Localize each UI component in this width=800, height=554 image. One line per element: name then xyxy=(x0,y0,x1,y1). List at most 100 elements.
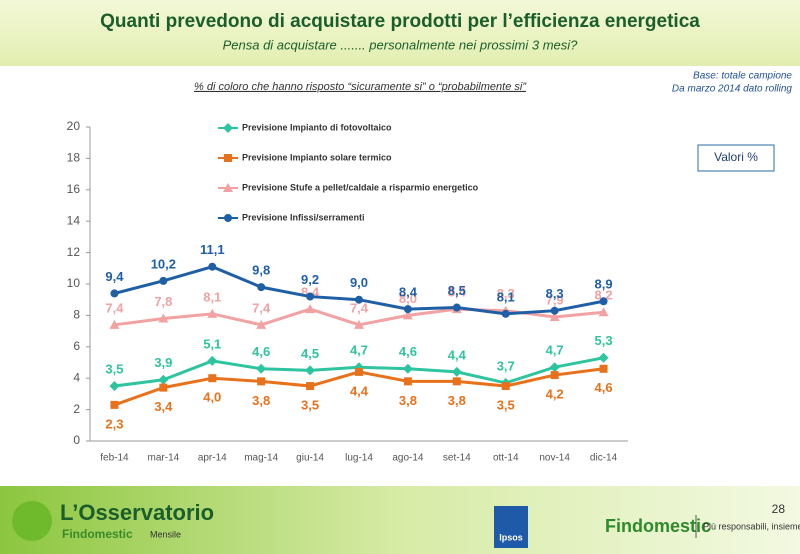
footer-band xyxy=(0,486,800,554)
marker xyxy=(549,311,560,321)
y-tick-label: 12 xyxy=(67,245,81,259)
marker xyxy=(158,374,169,385)
value-label: 4,6 xyxy=(595,380,613,395)
brand-sub: Findomestic xyxy=(62,527,133,541)
value-label: 8,2 xyxy=(595,288,613,303)
y-tick-label: 0 xyxy=(73,433,80,447)
marker xyxy=(355,367,363,376)
value-label: 9,4 xyxy=(105,269,124,284)
value-label: 3,4 xyxy=(154,399,173,414)
marker xyxy=(305,365,316,376)
y-tick-label: 4 xyxy=(73,370,80,384)
claim: Più responsabili, insieme xyxy=(703,521,800,531)
marker xyxy=(402,310,413,320)
mascot-icon xyxy=(12,501,52,541)
marker xyxy=(599,297,608,306)
value-label: 7,4 xyxy=(105,300,124,315)
value-label: 7,9 xyxy=(546,292,564,307)
x-tick-label: ago-14 xyxy=(392,453,424,464)
marker xyxy=(109,319,120,329)
value-label: 3,8 xyxy=(252,393,270,408)
marker xyxy=(550,371,559,380)
marker xyxy=(305,304,316,314)
value-label: 8,0 xyxy=(399,291,417,306)
value-label: 3,5 xyxy=(497,397,515,412)
x-tick-label: mar-14 xyxy=(148,453,180,464)
y-tick-label: 6 xyxy=(73,339,80,353)
value-label: 3,7 xyxy=(497,358,515,373)
value-label: 4,5 xyxy=(301,346,319,361)
marker xyxy=(207,355,218,366)
legend-label: Previsione Impianto di fotovoltaico xyxy=(242,122,392,132)
header-band xyxy=(0,0,800,66)
value-label: 3,8 xyxy=(399,393,417,408)
value-label: 8,3 xyxy=(497,286,515,301)
marker xyxy=(207,308,218,318)
y-tick-label: 18 xyxy=(67,151,81,165)
legend-marker xyxy=(223,183,233,192)
value-label: 7,8 xyxy=(154,294,172,309)
frequency: Mensile xyxy=(150,529,181,539)
marker xyxy=(402,363,413,374)
marker xyxy=(159,383,168,392)
y-tick-label: 10 xyxy=(67,276,81,290)
rolling-note: Da marzo 2014 dato rolling xyxy=(672,84,793,95)
x-tick-label: nov-14 xyxy=(539,453,570,464)
value-label: 8,9 xyxy=(595,277,613,292)
marker xyxy=(598,352,609,363)
marker xyxy=(549,362,560,373)
y-tick-label: 2 xyxy=(73,402,80,416)
legend-label: Previsione Stufe a pellet/caldaie a risp… xyxy=(242,182,479,192)
value-label: 5,1 xyxy=(203,336,221,351)
page-number: 28 xyxy=(772,502,786,516)
ipsos-label: Ipsos xyxy=(499,532,523,542)
value-label: 8,3 xyxy=(546,286,564,301)
marker xyxy=(159,276,168,285)
x-tick-label: giu-14 xyxy=(296,453,324,464)
y-tick-label: 20 xyxy=(67,119,81,133)
marker xyxy=(403,305,412,314)
x-tick-label: lug-14 xyxy=(345,453,373,464)
value-label: 7,4 xyxy=(350,300,369,315)
legend-marker xyxy=(224,154,232,162)
value-label: 8,5 xyxy=(448,283,466,298)
marker xyxy=(599,364,608,373)
value-label: 9,0 xyxy=(350,275,368,290)
value-label: 4,4 xyxy=(448,347,467,362)
marker xyxy=(109,381,120,392)
value-label: 8,4 xyxy=(399,285,418,300)
value-label: 9,2 xyxy=(301,272,319,287)
marker xyxy=(208,262,217,271)
marker xyxy=(110,400,119,409)
base-note: Base: totale campione xyxy=(693,71,792,82)
x-tick-label: mag-14 xyxy=(244,453,278,464)
legend-marker xyxy=(223,123,233,133)
value-label: 11,1 xyxy=(200,242,225,257)
value-label: 4,6 xyxy=(252,344,270,359)
marker xyxy=(355,295,363,304)
marker xyxy=(598,307,609,317)
brand: L’Osservatorio xyxy=(60,500,214,525)
units-label: Valori % xyxy=(714,150,758,164)
ipsos-logo xyxy=(494,506,528,548)
value-label: 3,8 xyxy=(448,393,466,408)
marker xyxy=(257,283,266,292)
marker xyxy=(256,319,267,329)
slide-title: Quanti prevedono di acquistare prodotti … xyxy=(100,11,700,32)
x-tick-label: apr-14 xyxy=(198,453,227,464)
marker xyxy=(257,377,266,386)
marker xyxy=(208,374,217,383)
value-label: 4,6 xyxy=(399,344,417,359)
x-tick-label: dic-14 xyxy=(590,453,618,464)
x-tick-label: set-14 xyxy=(443,453,471,464)
marker xyxy=(501,382,510,391)
marker xyxy=(550,306,559,315)
marker xyxy=(403,377,412,386)
x-tick-label: ott-14 xyxy=(493,453,519,464)
value-label: 4,2 xyxy=(546,386,564,401)
y-tick-label: 14 xyxy=(67,213,81,227)
marker xyxy=(452,377,461,386)
units-box xyxy=(697,144,775,172)
marker xyxy=(452,303,461,312)
